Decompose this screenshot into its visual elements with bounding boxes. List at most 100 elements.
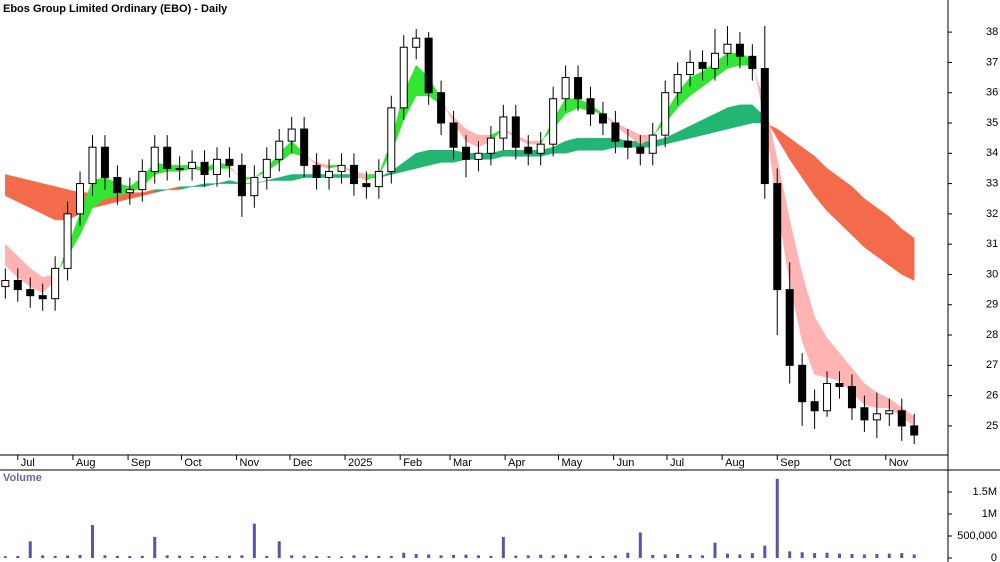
ribbon-segment [826,167,840,224]
volume-bar [16,556,20,558]
chart-title: Ebos Group Limited Ordinary (EBO) - Dail… [3,3,228,15]
volume-bar [676,554,680,558]
volume-bar [402,552,406,558]
volume-bar [862,554,866,558]
x-tick-label: Jul [670,457,684,469]
candle-body [374,170,383,188]
x-tick-label: Nov [889,457,909,469]
x-tick-label: Jul [21,457,35,469]
candle-body [175,167,184,170]
candle-body [225,158,234,166]
candle-body [337,164,346,172]
volume-bar [377,555,381,558]
candle-body [38,295,47,300]
ribbon-segment [503,150,517,157]
ribbon-segment [727,104,741,130]
candle-body [188,161,197,169]
ribbon-segment [17,177,31,209]
volume-bar [178,555,182,558]
ribbon-segment [428,150,442,166]
y-tick-label: 34 [986,147,998,159]
volume-bar [427,554,431,558]
candle-body [63,213,72,269]
candle-body [349,164,358,185]
candle-body [673,74,682,94]
candle-body [312,164,321,179]
volume-bar [364,555,368,558]
ribbon-segment [876,207,890,266]
volume-bar [725,553,729,558]
volume-bar [514,555,518,558]
volume-bar [613,555,617,558]
volume-bar [688,554,692,558]
volume-bar [738,554,742,558]
x-tick-label: Aug [725,457,745,469]
volume-bar [626,552,630,558]
volume-bar [3,556,7,558]
ribbon-segment [590,137,604,151]
candle-body [623,140,632,148]
y-tick-label: 37 [986,56,998,68]
y-tick-label: 29 [986,299,998,311]
volume-bar [588,555,592,558]
volume-bar [153,536,157,558]
ribbon-segment [216,180,230,184]
volume-bar [576,555,580,558]
volume-bar [103,555,107,558]
candle-body [237,164,246,197]
candle-body [461,146,470,160]
candle-body [100,146,109,179]
candle-body [611,122,620,142]
ribbon-segment [179,186,193,190]
volume-bar [414,554,418,558]
candle-body [823,383,832,412]
candle-body [735,43,744,57]
ribbon-segment [565,98,579,115]
volume-bar [651,554,655,558]
ribbon-segment [29,267,43,294]
volume-bar [277,541,281,558]
ribbon-segment [204,183,218,187]
volume-bar [526,555,530,558]
ribbon-segment [677,125,691,142]
candle-body [325,170,334,179]
ribbon-segment [577,137,591,151]
candle-body [711,52,720,69]
volume-bar [66,555,70,558]
volume-bar [663,554,667,558]
volume-bar [53,555,57,558]
candle-body [399,46,408,109]
volume-bar [252,523,256,558]
volume-bar [215,556,219,558]
volume-bar [452,554,456,558]
ribbon-segment [129,192,143,200]
volume-bar [788,551,792,558]
ribbon-segment [864,383,878,409]
candle-body [212,158,221,175]
candle-body [748,55,757,69]
x-tick-label: Feb [403,457,422,469]
y-tick-label: 27 [986,359,998,371]
volume-bar [128,556,132,558]
candle-body [486,137,495,154]
volume-bar [551,555,555,558]
ribbon-segment [826,337,840,381]
ribbon-segment [889,216,903,275]
ribbon-segment [876,392,890,408]
x-tick-label: Oct [834,457,851,469]
ribbon-segment [864,198,878,257]
volume-bar [813,553,817,558]
volume-bar [912,554,916,558]
volume-bar [701,555,705,558]
ribbon-segment [801,146,815,197]
candle-body [536,143,545,154]
candle-body [835,383,844,388]
ribbon-segment [714,107,728,133]
volume-bar [227,555,231,558]
volume-bar [352,555,356,558]
volume-bar [28,541,32,558]
candle-body [648,134,657,154]
candle-body [661,92,670,136]
